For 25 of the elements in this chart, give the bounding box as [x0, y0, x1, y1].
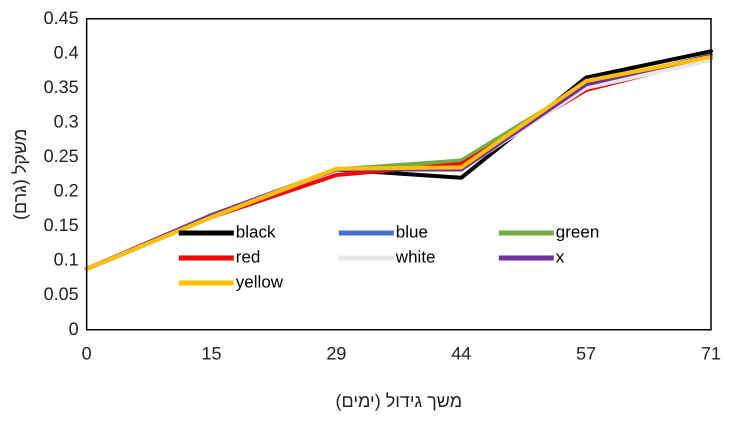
- legend-label: black: [236, 222, 276, 242]
- y-tick-label: 0.05: [44, 284, 79, 304]
- y-tick-label: 0.3: [54, 111, 79, 132]
- x-tick-label: 0: [82, 344, 92, 364]
- y-tick-label: 0.25: [44, 146, 79, 166]
- x-axis-title: משך גידול (ימים): [336, 391, 462, 412]
- y-tick-label: 0.35: [44, 76, 79, 97]
- legend-label: white: [394, 248, 436, 267]
- y-tick-label: 0: [68, 318, 79, 339]
- y-tick-label: 0.4: [54, 42, 79, 62]
- y-tick-label: 0.2: [54, 180, 79, 201]
- legend-label: red: [236, 248, 260, 267]
- legend-label: yellow: [236, 272, 284, 292]
- legend-label: x: [556, 248, 565, 267]
- x-tick-label: 15: [201, 344, 222, 364]
- y-axis-title: משקל (גרם): [10, 128, 30, 220]
- x-tick-label: 71: [700, 344, 722, 364]
- y-tick-label: 0.15: [44, 215, 79, 236]
- y-tick-label: 0.1: [54, 250, 79, 270]
- legend-label: green: [556, 222, 600, 242]
- x-tick-label: 29: [326, 344, 346, 364]
- legend-label: blue: [396, 222, 428, 242]
- y-tick-label: 0.45: [44, 8, 79, 28]
- x-tick-label: 57: [576, 344, 596, 364]
- x-tick-label: 44: [451, 344, 472, 364]
